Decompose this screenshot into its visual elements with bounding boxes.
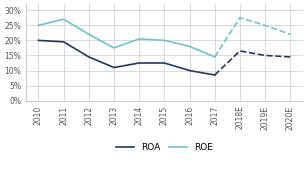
Legend: ROA, ROE: ROA, ROE: [112, 140, 217, 156]
